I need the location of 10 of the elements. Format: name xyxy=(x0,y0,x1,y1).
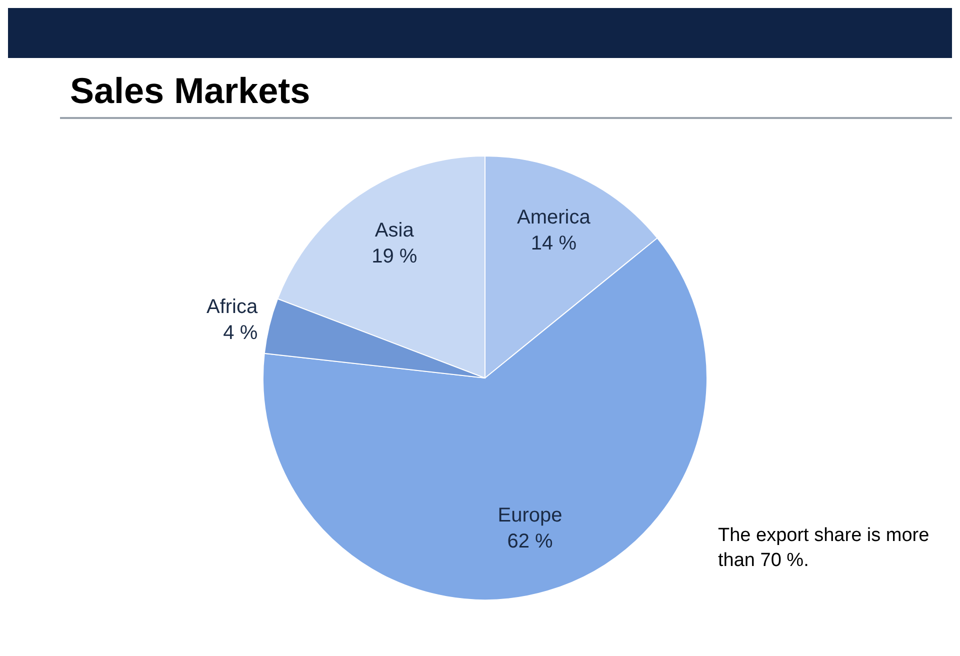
data-label: 14 % xyxy=(530,232,577,255)
slice-label: Europe xyxy=(498,504,562,526)
text: The export share is more than 70 %. xyxy=(718,525,930,571)
chart-title: Sales Markets xyxy=(70,70,310,111)
data-label: 4 % xyxy=(223,322,258,344)
slice-label: Africa xyxy=(206,296,258,318)
slice-label: Asia xyxy=(374,219,415,242)
data-label: 19 % xyxy=(372,245,418,268)
slice-label: America xyxy=(517,206,592,229)
data-label: 62 % xyxy=(507,530,554,552)
